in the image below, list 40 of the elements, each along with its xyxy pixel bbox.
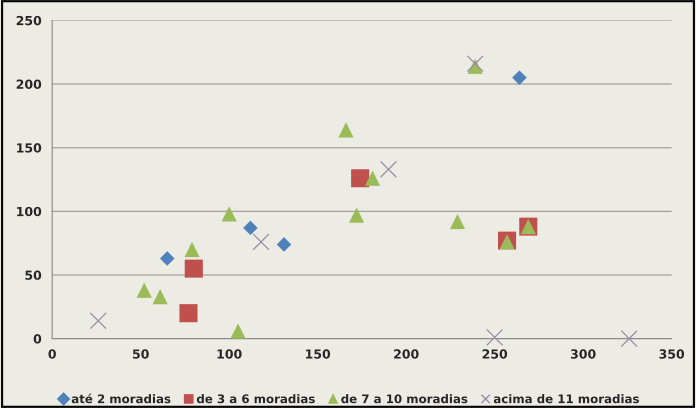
y-tick-label: 150 bbox=[17, 143, 42, 153]
point bbox=[252, 233, 270, 250]
point bbox=[450, 214, 466, 230]
point bbox=[222, 206, 237, 222]
point bbox=[620, 330, 638, 348]
point bbox=[179, 304, 198, 322]
point bbox=[184, 242, 200, 258]
point bbox=[230, 323, 246, 339]
point bbox=[152, 289, 168, 304]
point bbox=[136, 282, 152, 298]
point bbox=[338, 122, 354, 138]
y-tick-label: 0 bbox=[34, 334, 42, 344]
point bbox=[184, 260, 203, 278]
point bbox=[349, 208, 364, 223]
point bbox=[351, 169, 370, 188]
y-tick-label: 100 bbox=[17, 206, 42, 216]
x-tick-label: 100 bbox=[218, 349, 242, 359]
point bbox=[512, 70, 527, 85]
legend-label: acima de 11 moradias bbox=[494, 394, 639, 404]
x-tick-label: 300 bbox=[570, 349, 596, 359]
legend-label: de 7 a 10 moradias bbox=[341, 394, 468, 404]
y-tick-label: 50 bbox=[25, 270, 42, 280]
point bbox=[276, 237, 292, 252]
x-tick-label: 350 bbox=[659, 349, 684, 359]
x-tick-label: 150 bbox=[306, 349, 330, 359]
x-tick-label: 200 bbox=[394, 349, 419, 359]
point bbox=[380, 160, 398, 178]
x-tick-label: 0 bbox=[48, 349, 56, 359]
x-tick-label: 250 bbox=[482, 349, 508, 359]
point bbox=[486, 328, 504, 346]
x-tick-label: 50 bbox=[132, 349, 149, 359]
point bbox=[90, 312, 107, 330]
point bbox=[160, 251, 175, 266]
point bbox=[364, 170, 380, 186]
point bbox=[466, 55, 484, 72]
legend-label: até 2 moradias bbox=[72, 394, 170, 404]
y-tick-label: 250 bbox=[16, 16, 42, 26]
legend-label: de 3 a 6 moradias bbox=[196, 394, 315, 404]
y-tick-label: 200 bbox=[16, 80, 42, 89]
point bbox=[243, 220, 258, 236]
